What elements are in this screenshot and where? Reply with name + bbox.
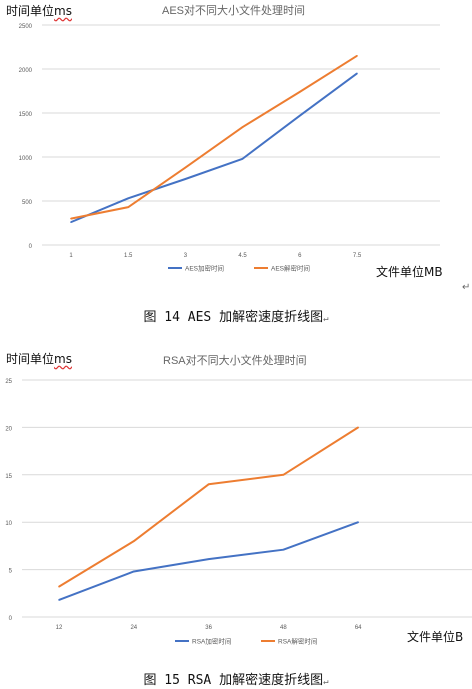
data-point bbox=[127, 206, 129, 208]
series-line-encrypt bbox=[58, 521, 359, 601]
rsa-line-chart: 0 5 10 15 20 25 12 24 36 48 64 RSA加密时间 RSA解密时间 bbox=[5, 379, 472, 646]
y-tick-label: 1500 bbox=[19, 112, 33, 118]
data-point bbox=[357, 521, 360, 523]
paragraph-mark: ↵ bbox=[323, 677, 329, 687]
rsa-figure-caption: 图 15 RSA 加解密速度折线图↵ bbox=[0, 669, 472, 688]
x-tick-label: 12 bbox=[56, 625, 63, 631]
data-point bbox=[70, 217, 72, 220]
data-point bbox=[282, 548, 285, 551]
x-tick-label: 1 bbox=[69, 253, 73, 259]
aes-y-unit-suffix: ms bbox=[54, 4, 72, 18]
x-tick-label: 6 bbox=[298, 253, 302, 259]
paragraph-mark: ↵ bbox=[323, 314, 329, 324]
y-tick-label: 10 bbox=[5, 521, 12, 527]
data-point bbox=[58, 599, 60, 601]
data-point bbox=[356, 55, 358, 57]
aes-chart-title: AES对不同大小文件处理时间 bbox=[162, 5, 306, 17]
rsa-x-axis-unit: 文件单位B bbox=[407, 630, 464, 644]
series-line-decrypt bbox=[58, 426, 359, 588]
x-tick-label: 36 bbox=[205, 625, 212, 631]
data-point bbox=[241, 126, 244, 128]
rsa-chart-panel: 时间单位ms RSA对不同大小文件处理时间 0 5 10 15 20 25 12 24 36 48… bbox=[0, 345, 472, 655]
data-point bbox=[58, 585, 60, 588]
y-tick-label: 500 bbox=[22, 200, 33, 206]
data-point bbox=[184, 178, 187, 180]
x-tick-label: 48 bbox=[280, 625, 287, 631]
aes-caption-text: 图 14 AES 加解密速度折线图 bbox=[143, 310, 324, 325]
paragraph-mark: ↵ bbox=[462, 282, 471, 293]
y-tick-label: 2000 bbox=[19, 68, 33, 74]
rsa-caption-text: 图 15 RSA 加解密速度折线图 bbox=[143, 673, 324, 688]
rsa-y-axis-unit: 时间单位ms bbox=[6, 350, 72, 367]
x-tick-label: 7.5 bbox=[353, 253, 362, 259]
y-tick-label: 1000 bbox=[19, 156, 33, 162]
data-point bbox=[133, 540, 135, 542]
aes-figure-caption: 图 14 AES 加解密速度折线图↵ bbox=[0, 306, 472, 325]
rsa-chart-title: RSA对不同大小文件处理时间 bbox=[163, 355, 307, 367]
data-point bbox=[70, 221, 72, 223]
y-tick-label: 0 bbox=[9, 616, 13, 622]
rsa-y-unit-suffix: ms bbox=[54, 352, 72, 366]
legend-label: AES解密时间 bbox=[271, 264, 310, 273]
y-tick-label: 15 bbox=[5, 474, 12, 480]
rsa-y-unit-prefix: 时间单位 bbox=[6, 352, 55, 366]
legend-label: AES加密时间 bbox=[185, 264, 224, 273]
data-point bbox=[299, 114, 301, 117]
data-point bbox=[184, 166, 187, 169]
series-line-encrypt bbox=[70, 72, 358, 224]
data-point bbox=[241, 157, 244, 160]
aes-y-axis-unit: 时间单位ms bbox=[6, 2, 72, 19]
data-point bbox=[299, 91, 301, 93]
x-tick-label: 1.5 bbox=[124, 253, 133, 259]
legend-label: RSA解密时间 bbox=[278, 637, 317, 646]
data-point bbox=[127, 197, 129, 200]
y-tick-label: 2500 bbox=[19, 24, 33, 30]
aes-line-chart: 0 500 1000 1500 2000 2500 1 1.5 3 4.5 6 7.5 AES加密时间 A… bbox=[19, 24, 440, 273]
data-point bbox=[357, 426, 360, 429]
aes-chart-panel: 时间单位ms AES对不同大小文件处理时间 0 500 1000 1500 2000 25… bbox=[0, 0, 472, 300]
data-point bbox=[282, 474, 285, 476]
aes-y-unit-prefix: 时间单位 bbox=[6, 4, 55, 18]
data-point bbox=[133, 570, 135, 573]
x-tick-label: 3 bbox=[184, 253, 188, 259]
x-tick-label: 4.5 bbox=[238, 253, 247, 259]
y-tick-label: 25 bbox=[5, 379, 12, 385]
aes-x-axis-unit: 文件单位MB bbox=[376, 265, 443, 279]
series-line-decrypt bbox=[70, 54, 358, 220]
y-tick-label: 0 bbox=[29, 244, 33, 250]
legend-label: RSA加密时间 bbox=[192, 637, 231, 646]
y-tick-label: 5 bbox=[9, 569, 13, 575]
data-point bbox=[207, 558, 210, 560]
x-tick-label: 24 bbox=[130, 625, 137, 631]
x-tick-label: 64 bbox=[355, 625, 362, 631]
data-point bbox=[207, 483, 210, 486]
data-point bbox=[356, 72, 358, 75]
y-tick-label: 20 bbox=[5, 426, 12, 432]
